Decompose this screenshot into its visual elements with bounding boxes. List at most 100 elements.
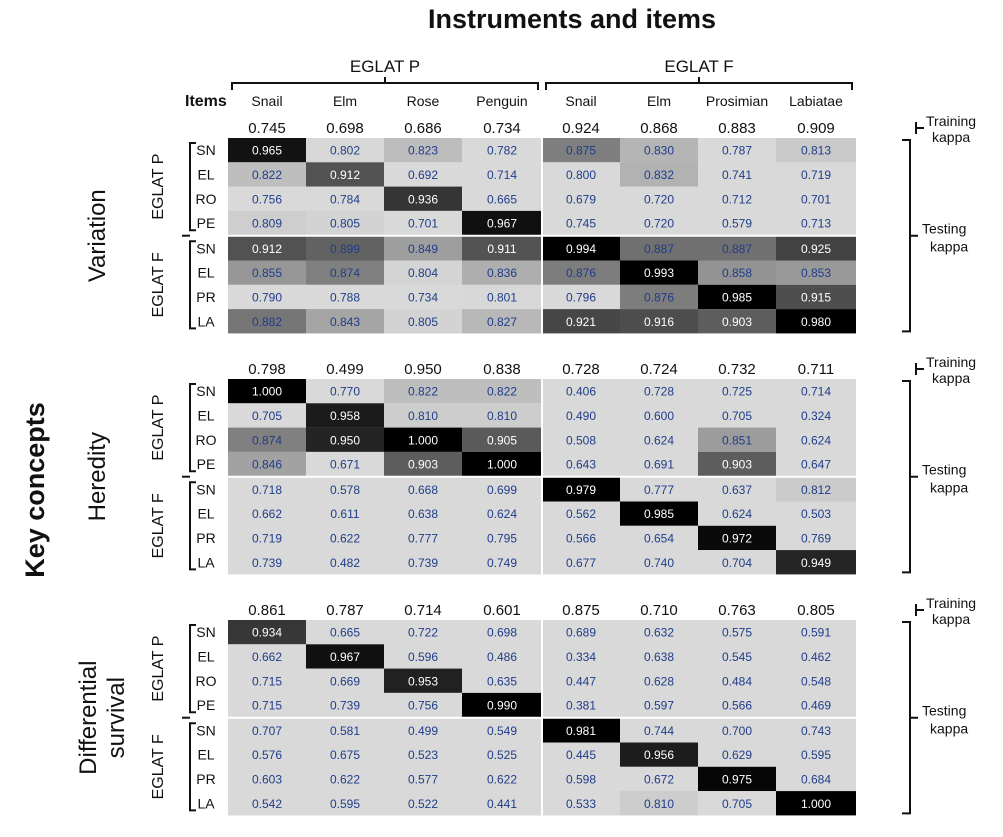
row-code-label: LA — [197, 795, 215, 811]
training-kappa-bracket — [915, 363, 924, 375]
item-label: Elm — [647, 93, 671, 109]
heatmap-cell — [698, 403, 776, 428]
heatmap-cell — [542, 403, 620, 428]
heatmap-cell — [462, 668, 542, 693]
heatmap-cell — [542, 550, 620, 575]
cell-value: 0.566 — [566, 531, 596, 545]
heatmap-cell — [776, 284, 856, 310]
heatmap-cell — [228, 138, 306, 163]
heatmap-cell — [698, 718, 776, 743]
cell-value: 0.441 — [487, 797, 517, 811]
heatmap-cell — [776, 477, 856, 502]
cell-value: 0.796 — [566, 290, 596, 304]
training-kappa-label: Training — [926, 595, 976, 611]
heatmap-cell — [698, 668, 776, 693]
heatmap-cell — [384, 379, 462, 404]
cell-value: 0.707 — [252, 724, 282, 738]
heatmap-cell — [384, 309, 462, 334]
cell-value: 0.777 — [408, 531, 438, 545]
heatmap-cell — [306, 766, 384, 792]
heatmap-cell — [620, 766, 698, 792]
heatmap-cell — [542, 236, 620, 261]
heatmap-cell — [776, 162, 856, 187]
cell-value: 0.638 — [408, 507, 438, 521]
cell-value: 0.603 — [252, 772, 282, 786]
heatmap-cell — [228, 550, 306, 575]
heatmap-cell — [384, 766, 462, 792]
cell-value: 0.598 — [566, 772, 596, 786]
heatmap-cell — [776, 644, 856, 669]
row-code-label: PE — [197, 215, 216, 231]
heatmap-cell — [462, 692, 542, 718]
cell-value: 0.874 — [252, 433, 282, 447]
cell-value: 0.662 — [252, 650, 282, 664]
heatmap-cell — [698, 501, 776, 526]
instrument-header: EGLAT F — [664, 57, 733, 76]
row-code-label: RO — [196, 432, 217, 448]
heatmap-cell — [542, 210, 620, 236]
cell-value: 0.745 — [566, 217, 596, 231]
heatmap-cell — [620, 379, 698, 404]
training-kappa-value: 0.883 — [718, 120, 756, 137]
training-kappa-label: kappa — [932, 129, 970, 145]
heatmap-cell — [306, 162, 384, 187]
cell-value: 0.719 — [252, 531, 282, 545]
heatmap-cell — [306, 379, 384, 404]
heatmap-cell — [228, 620, 306, 645]
heatmap-cell — [306, 742, 384, 767]
cell-value: 0.882 — [252, 315, 282, 329]
cell-value: 0.406 — [566, 385, 596, 399]
heatmap-cell — [306, 644, 384, 669]
heatmap-cell — [620, 620, 698, 645]
training-kappa-value: 0.763 — [718, 602, 756, 619]
cell-value: 0.600 — [644, 409, 674, 423]
row-code-label: PE — [197, 456, 216, 472]
heatmap-cell — [542, 668, 620, 693]
cell-value: 0.324 — [801, 409, 831, 423]
cell-value: 0.915 — [801, 290, 831, 304]
row-group-bracket — [189, 142, 196, 232]
cell-value: 0.624 — [644, 433, 674, 447]
heatmap-cell — [620, 668, 698, 693]
heatmap-cell — [698, 644, 776, 669]
heatmap-cell — [542, 718, 620, 743]
heatmap-cell — [306, 138, 384, 163]
heatmap-cell — [462, 620, 542, 645]
training-kappa-label: Training — [926, 354, 976, 370]
heatmap-cell — [620, 692, 698, 718]
training-kappa-value: 0.838 — [483, 361, 521, 378]
cell-value: 0.665 — [330, 626, 360, 640]
training-kappa-value: 0.868 — [640, 120, 678, 137]
cell-value: 0.576 — [252, 748, 282, 762]
heatmap-cell — [542, 766, 620, 792]
cell-value: 0.679 — [566, 192, 596, 206]
testing-kappa-bracket — [902, 380, 918, 574]
testing-kappa-label: Testing — [922, 221, 966, 237]
heatmap-cell — [776, 138, 856, 163]
cell-value: 0.827 — [487, 315, 517, 329]
cell-value: 0.975 — [722, 772, 752, 786]
heatmap-cell — [620, 791, 698, 816]
cell-value: 0.740 — [644, 556, 674, 570]
row-code-label: SN — [196, 142, 215, 158]
instrument-header: EGLAT P — [350, 57, 420, 76]
heatmap-cell — [698, 236, 776, 261]
cell-value: 0.482 — [330, 556, 360, 570]
heatmap-cell — [306, 718, 384, 743]
heatmap-cell — [620, 427, 698, 452]
training-kappa-bracket — [915, 122, 924, 134]
cell-value: 0.595 — [801, 748, 831, 762]
row-code-label: LA — [197, 554, 215, 570]
heatmap-cell — [228, 379, 306, 404]
heatmap-cell — [228, 766, 306, 792]
heatmap-cell — [228, 162, 306, 187]
heatmap-cell — [228, 236, 306, 261]
heatmap-cell — [384, 620, 462, 645]
cell-value: 0.684 — [801, 772, 831, 786]
row-code-label: EL — [197, 265, 214, 281]
testing-kappa-label: kappa — [930, 480, 968, 496]
heatmap-cell — [462, 427, 542, 452]
cell-value: 0.624 — [801, 433, 831, 447]
cell-value: 0.713 — [801, 217, 831, 231]
